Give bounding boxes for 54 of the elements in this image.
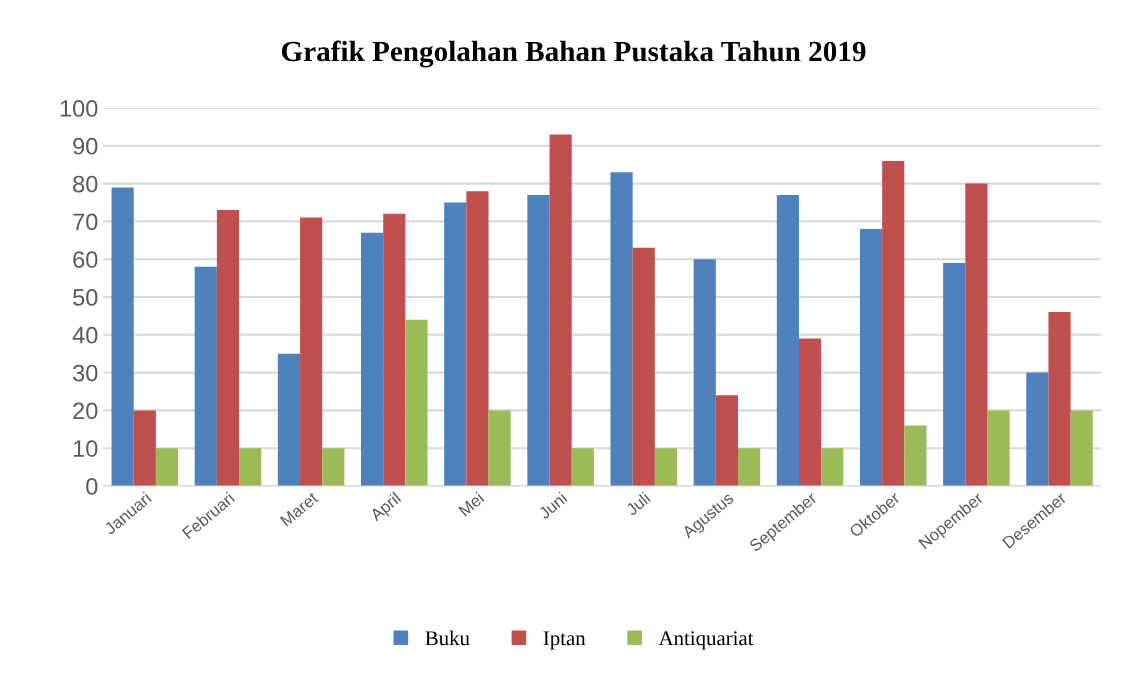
y-tick-label: 70 bbox=[73, 213, 98, 231]
bar bbox=[859, 228, 883, 486]
bar bbox=[216, 210, 240, 486]
bar bbox=[821, 448, 844, 486]
bar bbox=[111, 187, 134, 486]
bar bbox=[405, 319, 428, 486]
y-tick-label: 100 bbox=[60, 100, 98, 117]
bar bbox=[322, 448, 345, 486]
bar bbox=[798, 338, 822, 486]
y-tick-label: 40 bbox=[72, 326, 98, 344]
bar bbox=[383, 213, 406, 486]
bar bbox=[776, 194, 799, 486]
y-tick-label: 10 bbox=[73, 440, 98, 457]
bar bbox=[1026, 372, 1049, 486]
bar bbox=[444, 202, 467, 486]
bar bbox=[549, 134, 572, 486]
bar bbox=[527, 194, 550, 486]
bar bbox=[715, 395, 738, 486]
legend-label: Buku bbox=[425, 630, 470, 646]
y-tick-label: 80 bbox=[73, 175, 98, 193]
bar bbox=[738, 448, 761, 486]
bar bbox=[610, 172, 633, 486]
x-tick-label: Juni bbox=[537, 491, 568, 520]
x-tick-label: Mei bbox=[457, 491, 485, 517]
bar bbox=[488, 410, 511, 486]
legend-label: Antiquariat bbox=[658, 631, 754, 650]
legend-label: Iptan bbox=[543, 631, 586, 650]
bar bbox=[277, 353, 301, 486]
bar bbox=[239, 448, 262, 486]
y-tick-label: 20 bbox=[73, 402, 98, 420]
bar bbox=[1070, 410, 1093, 486]
bar bbox=[361, 232, 384, 486]
bar bbox=[133, 410, 156, 486]
bar bbox=[987, 410, 1010, 486]
y-tick-label: 0 bbox=[86, 478, 98, 495]
y-tick-label: 30 bbox=[73, 364, 98, 382]
bar bbox=[300, 217, 323, 486]
bar bbox=[571, 448, 594, 486]
bar bbox=[882, 160, 905, 486]
bar bbox=[654, 448, 678, 486]
bar bbox=[943, 262, 966, 486]
bar bbox=[194, 266, 217, 486]
bar bbox=[965, 183, 988, 486]
bar bbox=[693, 259, 716, 486]
bar bbox=[466, 191, 489, 486]
y-tick-label: 90 bbox=[73, 137, 98, 155]
x-tick-label: Juli bbox=[624, 491, 651, 517]
y-tick-label: 60 bbox=[73, 251, 98, 268]
bar bbox=[155, 448, 179, 486]
bar bbox=[904, 425, 927, 486]
chart-title: Grafik Pengolahan Bahan Pustaka Tahun 2019 bbox=[281, 40, 866, 68]
y-tick-label: 50 bbox=[73, 289, 98, 306]
bar bbox=[632, 247, 655, 486]
bar bbox=[1048, 312, 1071, 486]
